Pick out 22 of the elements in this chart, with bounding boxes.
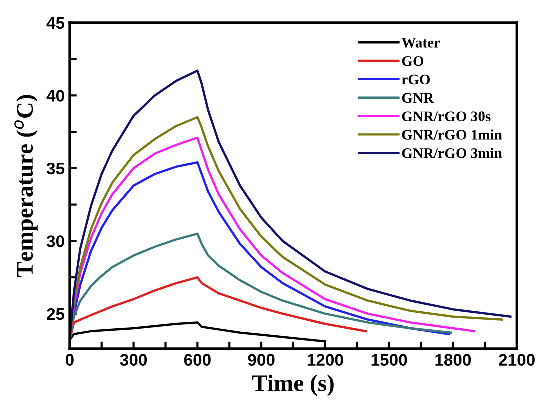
x-tick-label: 1500 [372, 354, 408, 366]
legend-label: Water [402, 38, 440, 48]
y-tick-label: 30 [46, 236, 64, 248]
x-tick-label: 300 [120, 354, 148, 366]
y-axis-title: Temperature ($^{o}$C) [14, 95, 38, 278]
x-tick-label: 1200 [308, 354, 344, 366]
x-axis-title: Time (s) [252, 374, 334, 396]
legend-label: rGO [402, 74, 430, 85]
x-tick-label: 900 [248, 354, 275, 366]
legend-label: GNR/rGO 30s [402, 112, 491, 122]
y-tick-label: 45 [46, 17, 65, 30]
legend-label: GNR/rGO 1min [402, 130, 502, 140]
x-tick-label: 2100 [499, 354, 535, 366]
x-tick-label: 0 [66, 354, 74, 366]
x-tick-label: 1800 [436, 354, 472, 366]
y-tick-label: 35 [46, 162, 65, 175]
y-tick-label: 40 [46, 90, 64, 102]
legend-label: GO [402, 56, 424, 66]
legend-label: GNR/rGO 3min [402, 148, 502, 158]
legend-label: GNR [402, 93, 434, 104]
x-tick-label: 600 [184, 354, 211, 366]
y-tick-label: 25 [47, 308, 65, 320]
